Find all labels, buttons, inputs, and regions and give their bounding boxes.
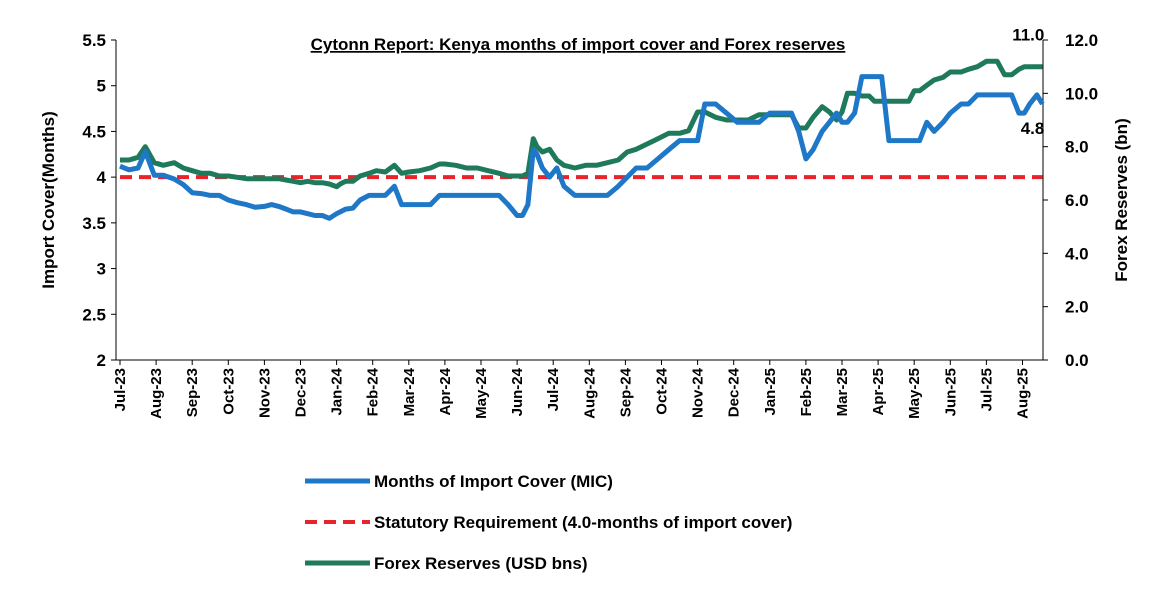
legend-label: Months of Import Cover (MIC) — [374, 472, 613, 491]
x-tick-label: Jul-23 — [112, 368, 129, 411]
left-y-tick-label: 5 — [97, 77, 106, 96]
left-y-tick-label: 2 — [97, 351, 106, 370]
x-tick-label: Jan-24 — [329, 367, 346, 415]
legend-label: Statutory Requirement (4.0-months of imp… — [374, 513, 792, 532]
x-tick-label: Apr-24 — [437, 367, 454, 415]
x-tick-label: Feb-24 — [365, 367, 382, 416]
x-tick-label: Dec-23 — [293, 368, 310, 417]
left-y-ticks: 2 2.5 3 3.5 4 4.5 5 5.5 — [82, 31, 116, 370]
legend: Months of Import Cover (MIC) Statutory Re… — [305, 472, 792, 573]
x-tick-label: Jun-24 — [509, 367, 526, 416]
x-tick-label: Oct-24 — [654, 367, 671, 414]
left-y-tick-label: 2.5 — [82, 305, 106, 324]
x-tick-label: Aug-24 — [581, 367, 598, 418]
right-y-tick-label: 10.0 — [1065, 84, 1098, 103]
left-y-tick-label: 3.5 — [82, 214, 106, 233]
x-tick-label: Jan-25 — [762, 368, 779, 416]
x-tick-label: Mar-24 — [401, 367, 418, 416]
x-tick-label: Apr-25 — [870, 368, 887, 416]
x-tick-label: May-24 — [473, 367, 490, 419]
x-tick-label: Dec-24 — [726, 367, 743, 417]
x-tick-label: Jul-25 — [978, 368, 995, 411]
right-y-tick-label: 2.0 — [1065, 298, 1089, 317]
right-y-tick-label: 4.0 — [1065, 244, 1089, 263]
x-tick-label: Nov-24 — [690, 367, 707, 418]
x-ticks: Jul-23 Aug-23 Sep-23 Oct-23 Nov-23 Dec-23 Jan-… — [112, 360, 1032, 419]
x-tick-label: Nov-23 — [256, 368, 273, 418]
right-y-tick-label: 12.0 — [1065, 31, 1098, 50]
left-y-axis-title: Import Cover(Months) — [39, 111, 58, 289]
series-line-0 — [119, 74, 1045, 221]
x-tick-label: Sep-23 — [184, 368, 201, 417]
x-tick-label: Mar-25 — [834, 368, 851, 416]
data-label: 4.8 — [1021, 119, 1045, 138]
right-y-tick-label: 8.0 — [1065, 138, 1089, 157]
plot-area — [119, 58, 1045, 221]
right-y-tick-label: 0.0 — [1065, 351, 1089, 370]
x-tick-label: Sep-24 — [617, 367, 634, 417]
x-tick-label: Jul-24 — [545, 367, 562, 411]
x-tick-label: Jun-25 — [942, 368, 959, 416]
data-label: 11.0 — [1012, 26, 1044, 45]
left-y-tick-label: 3 — [97, 260, 106, 279]
right-y-ticks: 0.0 2.0 4.0 6.0 8.0 10.0 12.0 — [1043, 31, 1098, 370]
left-y-tick-label: 4.5 — [82, 122, 106, 141]
x-tick-label: Aug-25 — [1015, 368, 1032, 419]
left-y-tick-label: 5.5 — [82, 31, 106, 50]
chart-title: Cytonn Report: Kenya months of import co… — [311, 35, 846, 54]
x-tick-label: Oct-23 — [220, 368, 237, 415]
left-y-tick-label: 4 — [97, 168, 107, 187]
legend-label: Forex Reserves (USD bns) — [374, 554, 588, 573]
right-y-tick-label: 6.0 — [1065, 191, 1089, 210]
x-tick-label: May-25 — [906, 368, 923, 419]
right-y-axis-title: Forex Reserves (bn) — [1112, 118, 1131, 281]
data-labels: 11.0 4.8 — [1012, 26, 1044, 138]
x-tick-label: Feb-25 — [798, 368, 815, 416]
series-line-2 — [120, 58, 1043, 190]
x-tick-label: Aug-23 — [148, 368, 165, 419]
